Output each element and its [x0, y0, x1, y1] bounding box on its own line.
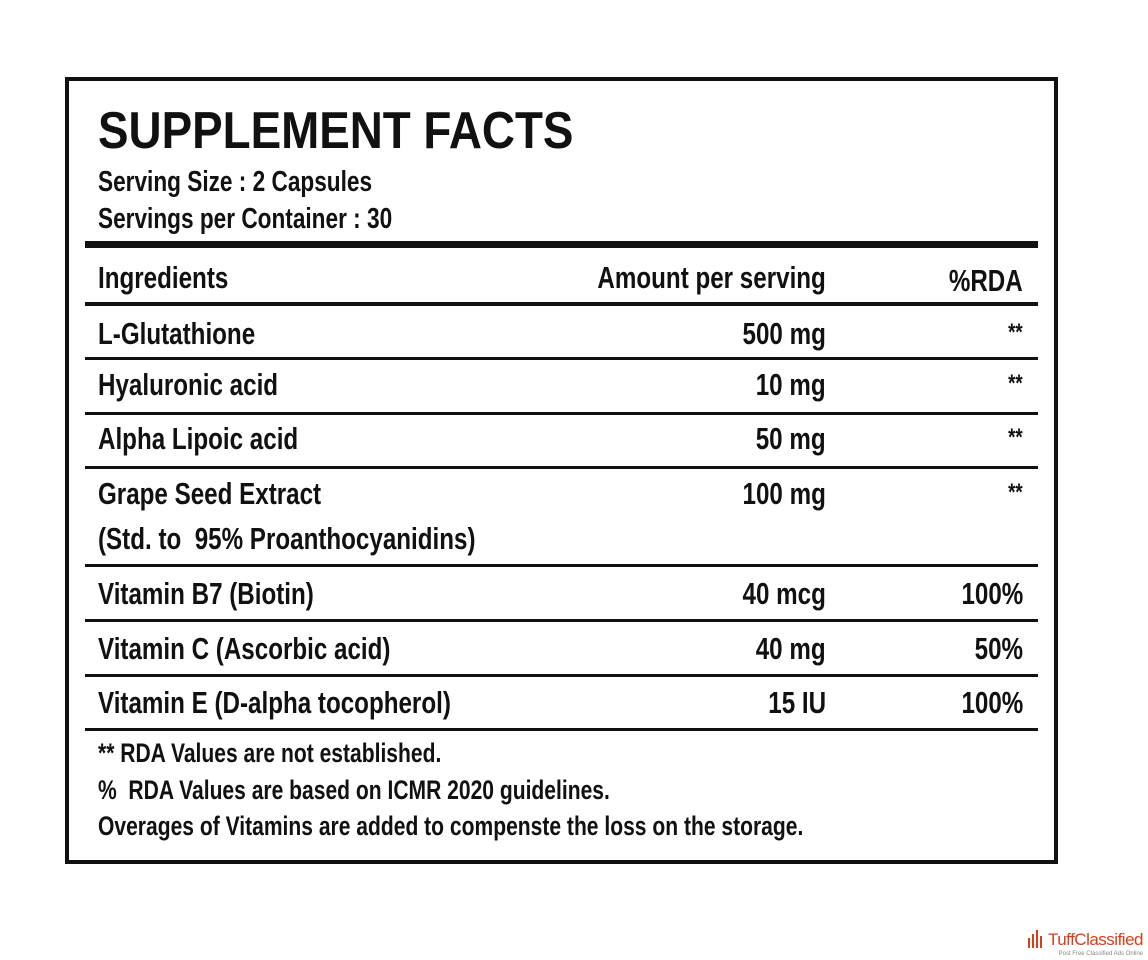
rda: 100% [961, 684, 1023, 720]
watermark-tagline: Post Free Classified Ads Online [1058, 951, 1143, 957]
rda: 100% [961, 575, 1023, 611]
ingredient-name: Vitamin C (Ascorbic acid) [98, 630, 391, 666]
divider [85, 412, 1038, 415]
ingredient-name: Vitamin B7 (Biotin) [98, 575, 314, 611]
divider [85, 357, 1038, 360]
divider [85, 466, 1038, 469]
divider [85, 564, 1038, 567]
amount: 40 mcg [742, 575, 826, 611]
ingredient-note: (Std. to 95% Proanthocyanidins) [98, 520, 476, 556]
title: SUPPLEMENT FACTS [98, 102, 574, 160]
divider [85, 728, 1038, 731]
rda: 50% [974, 630, 1023, 666]
rda: ** [1008, 319, 1023, 346]
rda: ** [1008, 370, 1023, 397]
ingredient-name: Grape Seed Extract [98, 475, 322, 511]
amount: 500 mg [742, 315, 826, 351]
divider [85, 241, 1038, 248]
servings-per-container: Servings per Container : 30 [98, 202, 393, 235]
divider [85, 302, 1038, 306]
ingredient-name: Vitamin E (D-alpha tocopherol) [98, 684, 451, 720]
amount: 50 mg [756, 420, 826, 456]
amount: 100 mg [742, 475, 826, 511]
footnote: ** RDA Values are not established. [98, 737, 442, 768]
amount: 40 mg [756, 630, 826, 666]
divider [85, 619, 1038, 622]
ingredient-name: Hyaluronic acid [98, 366, 279, 402]
label-border [65, 77, 1058, 864]
column-header: %RDA [949, 262, 1023, 298]
watermark-brand: TuffClassified [1047, 930, 1144, 949]
amount: 10 mg [756, 366, 826, 402]
divider [85, 674, 1038, 677]
serving-size: Serving Size : 2 Capsules [98, 165, 373, 198]
rda: ** [1008, 424, 1023, 451]
column-header: Amount per serving [597, 259, 826, 295]
ingredient-name: L-Glutathione [98, 315, 256, 351]
column-header: Ingredients [98, 259, 229, 295]
ingredient-name: Alpha Lipoic acid [98, 420, 299, 456]
footnote: % RDA Values are based on ICMR 2020 guid… [98, 774, 610, 805]
watermark-icon [1028, 930, 1042, 948]
rda: ** [1008, 479, 1023, 506]
amount: 15 IU [768, 684, 826, 720]
footnote: Overages of Vitamins are added to compen… [98, 810, 804, 841]
